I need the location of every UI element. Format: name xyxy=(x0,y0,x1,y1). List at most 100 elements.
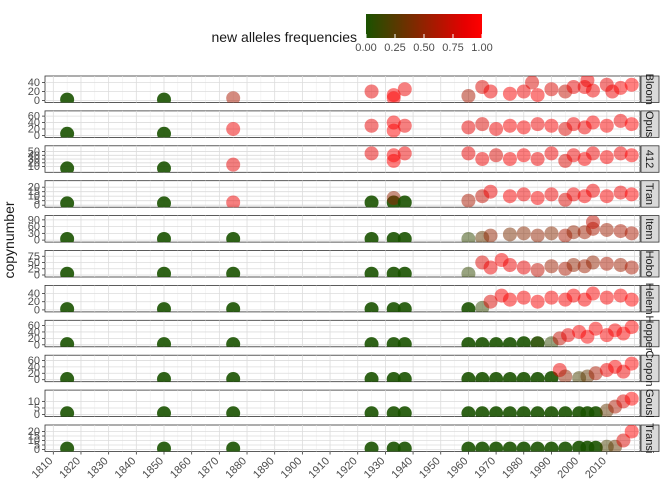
data-point xyxy=(397,231,412,243)
data-point xyxy=(386,115,401,130)
data-point xyxy=(624,425,639,439)
data-point xyxy=(489,441,504,452)
points-layer xyxy=(60,76,639,103)
points-layer xyxy=(60,425,639,452)
data-point xyxy=(475,117,490,132)
data-point xyxy=(624,260,639,275)
data-point xyxy=(530,88,545,103)
data-point xyxy=(599,256,614,271)
data-point xyxy=(461,441,476,452)
y-tick-label: 10 xyxy=(28,396,40,408)
y-tick-label: 10 xyxy=(28,191,40,203)
data-point xyxy=(544,259,559,274)
data-point xyxy=(397,195,412,208)
points-layer xyxy=(60,253,639,277)
data-point xyxy=(558,441,573,452)
x-tick-label: 1980 xyxy=(500,455,526,480)
legend-tick-label: 0.00 xyxy=(355,42,376,54)
x-tick-label: 1900 xyxy=(279,455,305,480)
facet-strip-label: 412 xyxy=(643,150,655,168)
x-tick-label: 1930 xyxy=(362,455,388,480)
x-tick-label: 1870 xyxy=(196,455,222,480)
data-point xyxy=(544,290,559,305)
data-point xyxy=(599,189,614,204)
y-tick-label: 5 xyxy=(34,402,40,414)
data-point xyxy=(483,294,498,309)
data-point xyxy=(599,150,614,165)
data-point xyxy=(530,228,545,243)
facet-strip xyxy=(640,424,660,452)
x-tick-label: 1950 xyxy=(417,455,443,480)
facet-strip xyxy=(640,215,660,243)
data-point xyxy=(397,82,412,97)
data-point xyxy=(157,337,171,347)
y-tick-label: 20 xyxy=(28,123,40,135)
y-tick-label: 40 xyxy=(28,288,40,300)
data-point xyxy=(516,336,531,347)
facet-strip-label: Hopper xyxy=(643,316,655,352)
data-point xyxy=(544,82,559,97)
data-point xyxy=(544,118,559,133)
data-point xyxy=(461,193,476,208)
data-point xyxy=(516,372,531,382)
y-tick-label: 20 xyxy=(28,86,40,98)
data-point xyxy=(461,89,476,103)
points-layer xyxy=(60,215,639,243)
data-point xyxy=(386,337,401,347)
data-point xyxy=(599,290,614,305)
data-point xyxy=(226,231,241,243)
data-point xyxy=(613,185,628,200)
y-tick-label: 0 xyxy=(34,270,40,282)
y-tick-label: 20 xyxy=(28,426,40,438)
facet-strip xyxy=(640,145,660,173)
data-point xyxy=(226,121,241,136)
data-point xyxy=(397,406,412,417)
data-point xyxy=(386,266,401,277)
data-point xyxy=(566,80,581,94)
data-point xyxy=(516,148,531,163)
data-point xyxy=(226,372,241,382)
x-tick-label: 1820 xyxy=(57,455,83,480)
data-point xyxy=(483,184,498,199)
data-point xyxy=(397,372,412,382)
data-point xyxy=(566,258,581,272)
data-point xyxy=(461,337,476,347)
data-point xyxy=(461,302,476,312)
x-tick-label: 1840 xyxy=(113,455,139,480)
data-point xyxy=(588,366,603,381)
data-point xyxy=(386,148,401,163)
facet-strip-label: Tran xyxy=(643,183,655,205)
facet-strip-label: Gousl xyxy=(643,389,655,418)
data-point xyxy=(397,441,412,452)
y-tick-label: 40 xyxy=(28,117,40,129)
y-tick-label: 50 xyxy=(28,257,40,269)
y-tick-label: 50 xyxy=(28,146,40,158)
data-point xyxy=(566,187,581,202)
x-tick-label: 2010 xyxy=(583,455,609,480)
y-tick-label: 15 xyxy=(28,431,40,443)
data-point xyxy=(502,406,517,417)
data-point xyxy=(386,88,401,103)
y-tick-label: 60 xyxy=(28,111,40,123)
facet-strip xyxy=(640,75,660,103)
data-point xyxy=(558,369,573,382)
x-tick-label: 1810 xyxy=(30,455,56,480)
y-tick-label: 60 xyxy=(28,320,40,332)
data-point xyxy=(558,406,573,417)
data-point xyxy=(483,260,498,275)
data-point xyxy=(502,441,517,452)
data-point xyxy=(397,266,412,277)
data-point xyxy=(157,126,171,138)
data-point xyxy=(60,161,75,173)
x-tick-label: 1940 xyxy=(389,455,415,480)
data-point xyxy=(530,263,545,277)
data-point xyxy=(516,290,531,305)
data-point xyxy=(566,288,581,303)
data-point xyxy=(60,126,75,138)
data-point xyxy=(544,146,559,161)
y-tick-label: 0 xyxy=(34,409,40,421)
data-point xyxy=(516,441,531,452)
legend-tick-label: 0.75 xyxy=(442,42,463,54)
data-point xyxy=(364,118,379,133)
x-tick-label: 1960 xyxy=(445,455,471,480)
